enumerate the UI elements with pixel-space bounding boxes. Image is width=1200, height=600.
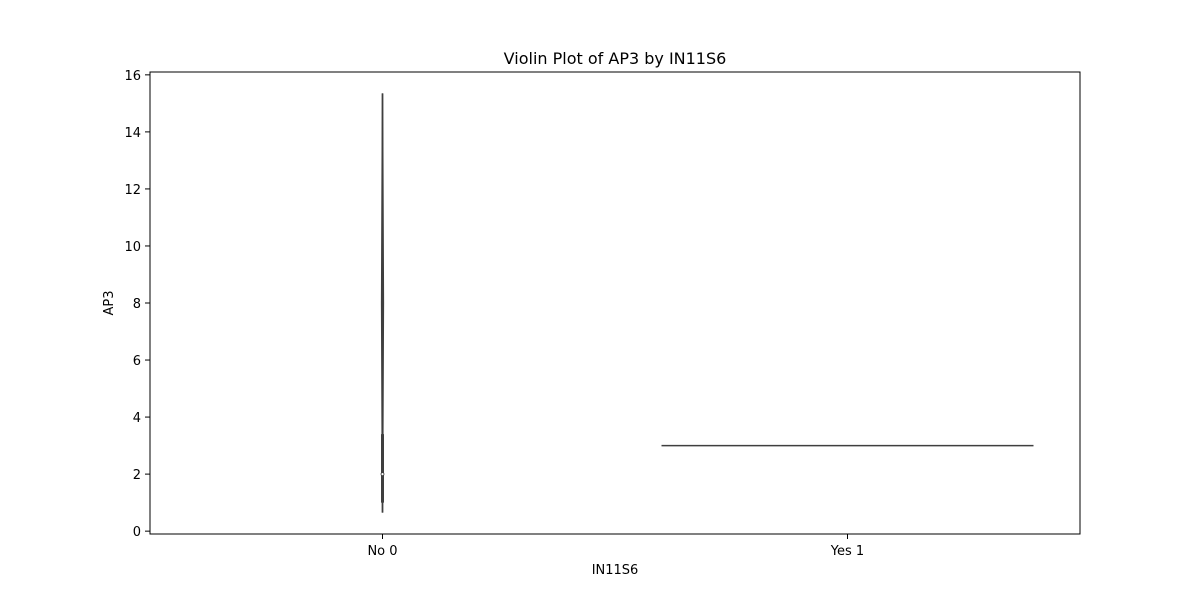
y-axis-label: AP3 xyxy=(102,290,117,315)
x-axis-label: IN11S6 xyxy=(592,563,639,578)
violin-no-0-median xyxy=(380,472,385,477)
y-tick-label: 6 xyxy=(133,354,141,369)
plot-area xyxy=(149,71,1081,535)
violins xyxy=(380,93,1034,513)
chart-title: Violin Plot of AP3 by IN11S6 xyxy=(504,49,727,68)
y-tick-label: 8 xyxy=(133,297,141,312)
x-tick-label: No 0 xyxy=(367,544,397,559)
y-tick-label: 16 xyxy=(124,69,141,84)
y-tick-label: 4 xyxy=(133,411,141,426)
y-tick-label: 0 xyxy=(133,525,141,540)
x-axis: No 0 Yes 1 xyxy=(367,534,864,559)
x-tick-label: Yes 1 xyxy=(830,544,864,559)
y-tick-label: 10 xyxy=(124,240,141,255)
y-tick-label: 14 xyxy=(124,126,141,141)
y-axis: 0 2 4 6 8 10 12 14 16 xyxy=(124,69,150,540)
y-tick-label: 2 xyxy=(133,468,141,483)
y-tick-label: 12 xyxy=(124,183,141,198)
